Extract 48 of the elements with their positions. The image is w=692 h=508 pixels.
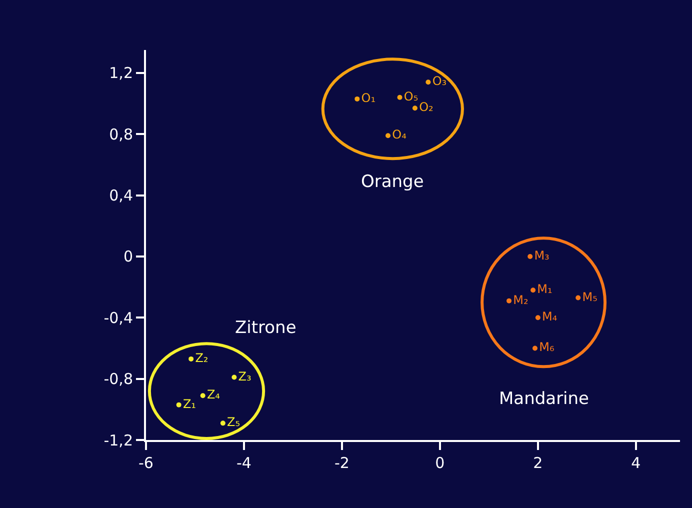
data-label: O₁ <box>361 90 376 105</box>
point <box>506 298 512 304</box>
y-tick-label: -0,8 <box>104 370 133 388</box>
data-label: M₄ <box>542 310 558 324</box>
x-tick-label: 4 <box>631 454 641 472</box>
point <box>576 295 581 300</box>
point <box>426 80 431 85</box>
point <box>232 374 237 380</box>
data-label: O₄ <box>392 128 407 142</box>
x-tick-label: -6 <box>138 454 154 472</box>
point <box>176 402 182 408</box>
x-tick-label: 2 <box>533 454 543 472</box>
y-tick-label: 0 <box>123 248 133 266</box>
data-label: Z₃ <box>238 369 252 384</box>
text: Mandarine <box>499 389 590 409</box>
y-tick-label: 0,4 <box>109 186 133 205</box>
data-label: Z₁ <box>182 396 196 411</box>
y-tick-label: -1,2 <box>104 431 133 450</box>
data-label: O₅ <box>404 89 418 104</box>
x-tick-label: 0 <box>435 454 445 472</box>
point <box>530 288 536 293</box>
point <box>397 94 402 100</box>
text: Zitrone <box>235 318 296 338</box>
data-label: M₆ <box>539 340 554 354</box>
x-tick-label: -4 <box>236 454 252 472</box>
point <box>412 106 418 111</box>
x-tick-label: -2 <box>334 454 350 472</box>
point <box>532 346 538 351</box>
data-label: M₂ <box>513 292 528 307</box>
point <box>535 315 540 320</box>
point <box>354 96 360 102</box>
data-label: Z₅ <box>227 415 240 430</box>
point <box>386 133 391 138</box>
data-label: O₂ <box>419 100 434 114</box>
y-tick-label: 0,8 <box>109 125 133 144</box>
point <box>188 356 194 362</box>
point <box>528 254 533 259</box>
y-tick-label: 1,2 <box>109 64 133 82</box>
data-label: Z₂ <box>195 350 208 365</box>
y-tick-label: -0,4 <box>104 308 133 327</box>
data-label: M₃ <box>534 248 550 262</box>
point <box>200 393 206 398</box>
point <box>220 420 226 426</box>
data-label: O₃ <box>432 74 447 88</box>
text: Orange <box>361 172 424 192</box>
data-label: M₅ <box>582 290 598 304</box>
data-label: Z₄ <box>206 388 220 402</box>
data-label: M₁ <box>537 282 553 296</box>
